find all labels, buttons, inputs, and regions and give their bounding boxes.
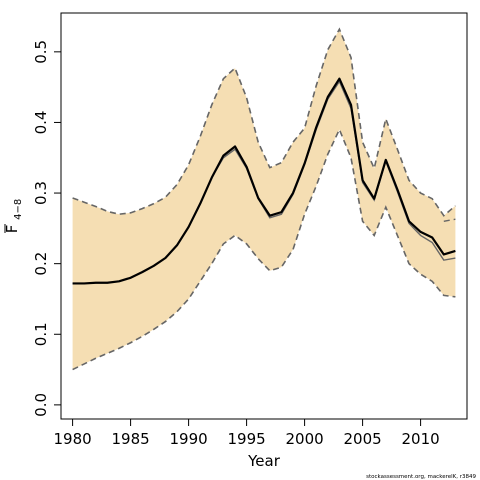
lower-bound-line	[72, 127, 456, 371]
estimate-line	[72, 77, 456, 285]
x-tick-label: 2000	[286, 430, 324, 448]
x-tick-label: 1990	[170, 430, 208, 448]
x-tick-label: 2010	[402, 430, 440, 448]
confidence-band	[72, 29, 456, 370]
x-tick-label: 1985	[112, 430, 150, 448]
x-axis-title: Year	[247, 452, 281, 470]
series-line-layer	[72, 27, 456, 371]
confidence-band-layer	[72, 29, 456, 370]
x-tick-label: 2005	[344, 430, 382, 448]
source-footnote: stockassessment.org, mackerelK, r3849	[366, 474, 476, 480]
y-tick-label: 0.1	[32, 322, 50, 346]
svg-text:F 4−8: F 4−8	[3, 199, 24, 234]
upper-bound-line	[72, 27, 456, 217]
upper-bound-alt-line	[443, 218, 456, 222]
y-axis: 0.0 0.1 0.2 0.3 0.4 0.5	[32, 40, 62, 417]
x-axis: 1980 1985 1990 1995 2000 2005 2010	[54, 418, 440, 448]
y-tick-label: 0.4	[32, 111, 50, 135]
y-tick-label: 0.3	[32, 181, 50, 205]
x-tick-label: 1995	[228, 430, 266, 448]
y-axis-title: F 4−8	[3, 199, 24, 234]
y-tick-label: 0.2	[32, 252, 50, 276]
y-tick-label: 0.0	[32, 393, 50, 417]
y-axis-title-subscript: 4−8	[13, 199, 24, 220]
y-axis-title-main: F	[3, 225, 21, 234]
y-tick-label: 0.5	[32, 40, 50, 64]
x-tick-label: 1980	[54, 430, 92, 448]
